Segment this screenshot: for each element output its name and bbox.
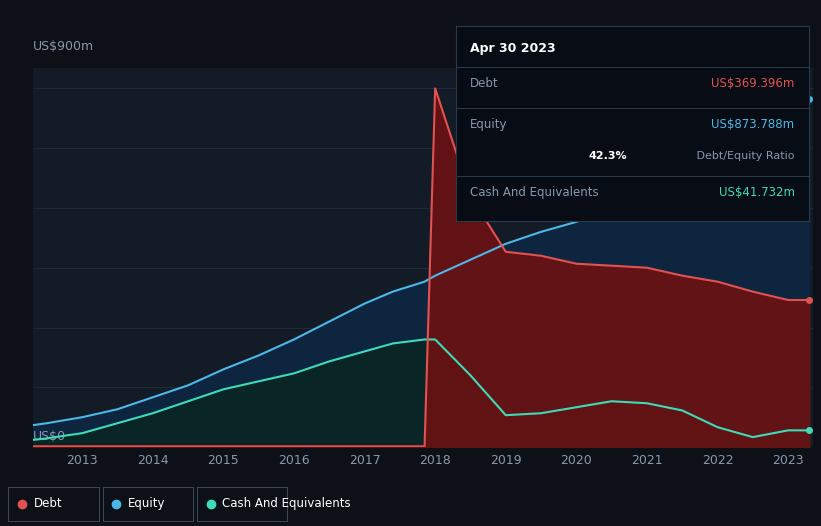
Text: Debt: Debt xyxy=(34,497,62,510)
Text: US$900m: US$900m xyxy=(33,40,94,53)
Text: 42.3%: 42.3% xyxy=(588,151,626,161)
Text: Cash And Equivalents: Cash And Equivalents xyxy=(222,497,351,510)
Text: US$369.396m: US$369.396m xyxy=(711,77,795,90)
Text: Cash And Equivalents: Cash And Equivalents xyxy=(470,186,599,199)
Text: Debt: Debt xyxy=(470,77,498,90)
Text: US$0: US$0 xyxy=(33,430,66,443)
Text: Apr 30 2023: Apr 30 2023 xyxy=(470,42,555,55)
Text: Debt/Equity Ratio: Debt/Equity Ratio xyxy=(693,151,795,161)
Text: Equity: Equity xyxy=(128,497,165,510)
Text: Equity: Equity xyxy=(470,118,507,131)
Text: US$41.732m: US$41.732m xyxy=(718,186,795,199)
Text: US$873.788m: US$873.788m xyxy=(712,118,795,131)
